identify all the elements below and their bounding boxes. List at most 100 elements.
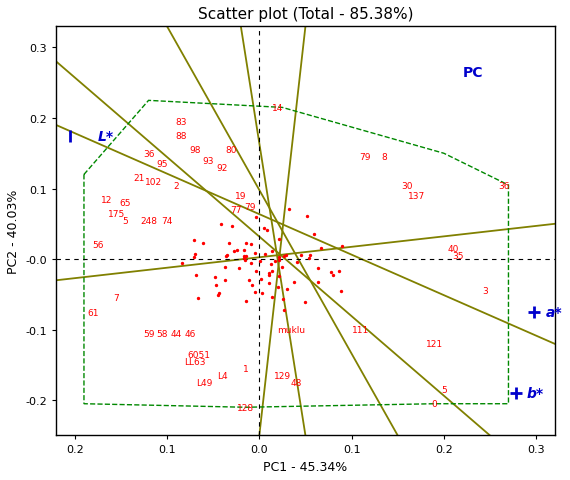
Point: [251, 213, 260, 221]
Text: 3: 3: [483, 287, 488, 296]
Text: 30: 30: [401, 181, 413, 190]
Point: [267, 248, 276, 255]
Text: 48: 48: [291, 378, 302, 387]
Point: [214, 289, 223, 297]
Point: [328, 272, 337, 279]
Point: [284, 205, 294, 213]
Point: [247, 240, 256, 248]
Point: [213, 292, 222, 300]
Text: 95: 95: [157, 160, 168, 169]
Point: [239, 255, 249, 263]
Text: LL63: LL63: [184, 357, 205, 366]
Point: [252, 268, 261, 276]
Point: [314, 265, 323, 273]
Text: 79: 79: [245, 202, 256, 211]
Text: 36: 36: [143, 149, 154, 158]
Point: [211, 273, 220, 281]
Text: 12: 12: [101, 195, 113, 204]
Point: [221, 277, 230, 285]
Point: [267, 294, 276, 301]
Text: 128: 128: [237, 403, 254, 412]
Text: 248: 248: [140, 216, 157, 225]
Text: 65: 65: [120, 199, 131, 208]
Text: 58: 58: [157, 329, 168, 338]
Point: [316, 245, 325, 252]
Point: [251, 288, 260, 296]
Point: [278, 295, 287, 303]
Text: 92: 92: [217, 164, 228, 172]
Point: [241, 257, 250, 264]
Point: [267, 267, 276, 275]
Point: [240, 246, 249, 254]
Point: [274, 272, 283, 280]
Point: [275, 253, 284, 261]
Point: [212, 282, 221, 289]
Text: 21: 21: [133, 174, 145, 183]
Point: [259, 225, 268, 232]
Point: [274, 257, 283, 264]
Text: 77: 77: [230, 206, 242, 215]
Point: [283, 286, 292, 293]
Text: b*: b*: [527, 386, 544, 400]
Point: [314, 279, 323, 287]
Text: 137: 137: [408, 192, 425, 201]
Text: 40: 40: [447, 244, 459, 253]
Text: L*: L*: [98, 130, 114, 144]
Point: [271, 258, 280, 265]
Point: [190, 253, 199, 261]
Point: [301, 299, 310, 307]
Point: [246, 260, 255, 268]
Point: [232, 247, 241, 254]
Point: [240, 253, 249, 261]
Text: 0: 0: [431, 399, 438, 408]
Point: [216, 221, 225, 229]
Point: [290, 278, 299, 286]
Text: 93: 93: [203, 156, 214, 166]
Point: [234, 264, 243, 272]
Point: [264, 270, 273, 277]
Point: [250, 249, 259, 257]
Text: 59: 59: [143, 329, 154, 338]
Point: [229, 248, 238, 255]
Text: PC: PC: [462, 66, 483, 80]
Text: 129: 129: [274, 371, 291, 380]
Point: [282, 252, 291, 260]
Point: [267, 261, 276, 269]
Text: L4: L4: [217, 371, 227, 380]
X-axis label: PC1 - 45.34%: PC1 - 45.34%: [263, 460, 348, 473]
Point: [192, 272, 201, 280]
Text: 74: 74: [161, 216, 173, 225]
Point: [292, 259, 302, 267]
Point: [280, 307, 289, 314]
Point: [278, 263, 287, 271]
Point: [262, 227, 271, 235]
Text: 88: 88: [175, 132, 186, 141]
Text: 44: 44: [170, 329, 182, 338]
Text: 80: 80: [226, 146, 237, 155]
Point: [327, 269, 336, 276]
Point: [228, 223, 237, 230]
Text: 36: 36: [498, 181, 510, 190]
Title: Scatter plot (Total - 85.38%): Scatter plot (Total - 85.38%): [198, 7, 413, 22]
Text: 46: 46: [185, 329, 196, 338]
Point: [255, 258, 264, 265]
Text: 111: 111: [352, 325, 369, 335]
Text: L49: L49: [196, 378, 212, 387]
Text: 56: 56: [92, 241, 104, 250]
Point: [306, 252, 315, 260]
Text: 175: 175: [108, 209, 125, 218]
Point: [178, 260, 187, 267]
Text: 79: 79: [360, 153, 371, 162]
Point: [221, 264, 230, 272]
Text: 2: 2: [173, 181, 179, 190]
Point: [310, 231, 319, 239]
Point: [256, 276, 266, 284]
Text: 7: 7: [113, 294, 119, 303]
Point: [280, 253, 289, 261]
Text: 61: 61: [87, 308, 99, 317]
Point: [264, 279, 274, 287]
Point: [241, 298, 250, 305]
Point: [337, 243, 347, 251]
Point: [245, 276, 254, 284]
Text: 35: 35: [452, 252, 463, 261]
